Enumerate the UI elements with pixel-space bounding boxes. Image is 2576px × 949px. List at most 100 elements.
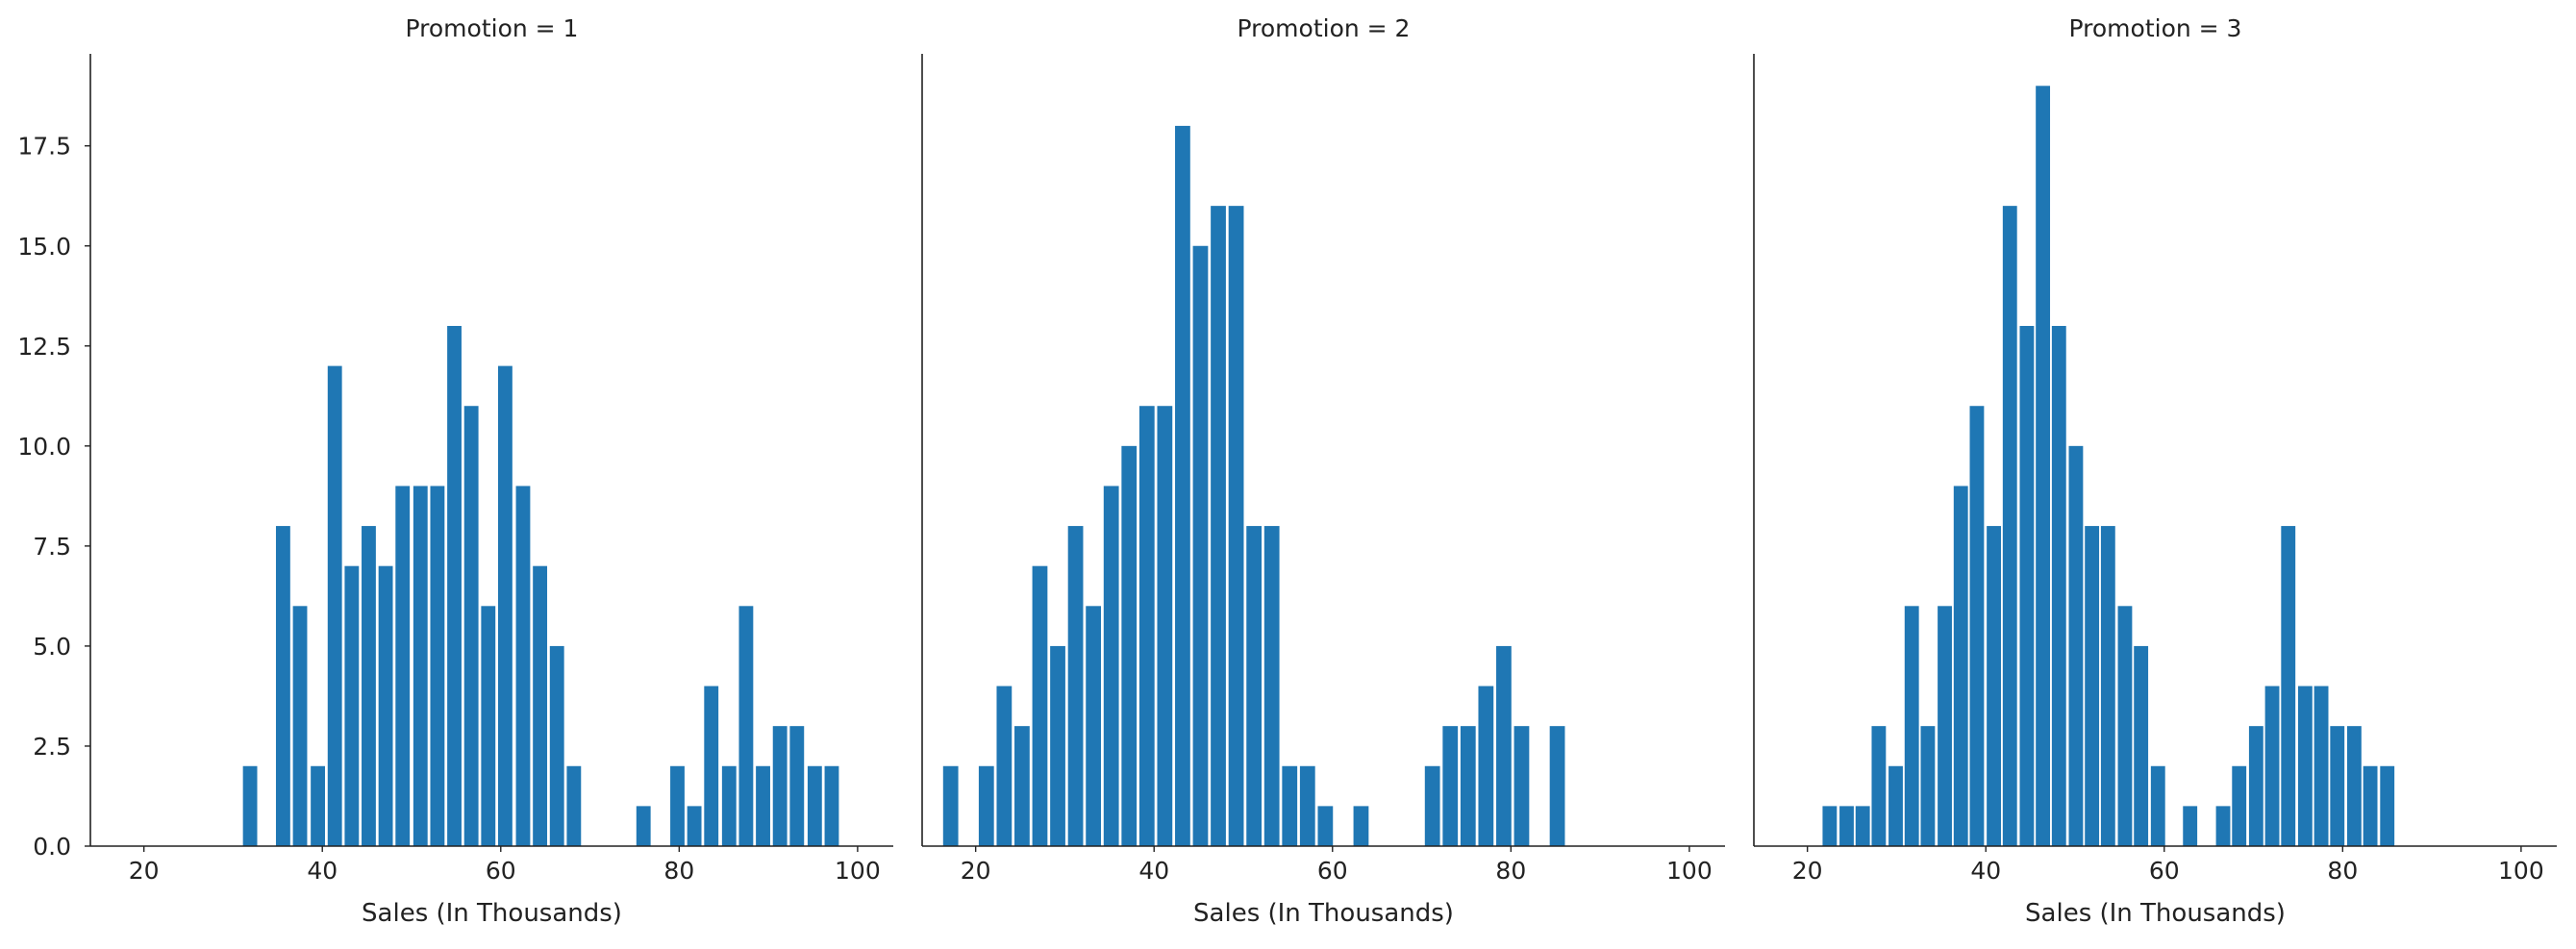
histogram-bar — [2313, 686, 2329, 846]
histogram-bar — [2363, 765, 2378, 846]
y-tick-label: 5.0 — [33, 633, 71, 661]
x-tick-label: 60 — [486, 857, 516, 885]
histogram-bar — [824, 765, 839, 846]
histogram-bar — [1086, 606, 1102, 846]
histogram-bar — [1460, 726, 1476, 846]
x-tick-label: 100 — [2498, 857, 2544, 885]
histogram-bar — [378, 565, 393, 846]
histogram-bar — [1496, 645, 1512, 846]
histogram-bar — [292, 606, 308, 846]
histogram-bar — [463, 406, 479, 846]
histogram-bar — [704, 686, 719, 846]
histogram-bar — [942, 765, 959, 846]
y-tick-label: 0.0 — [33, 833, 71, 861]
histogram-bar — [1246, 526, 1263, 846]
histogram-bar — [2297, 686, 2313, 846]
histogram-bar — [1067, 526, 1084, 846]
histogram-bar — [2051, 325, 2066, 846]
histogram-bar — [1211, 206, 1226, 846]
histogram-bar — [721, 765, 737, 846]
panel-title: Promotion = 1 — [406, 14, 579, 42]
histogram-bar — [1299, 765, 1315, 846]
histogram-bar — [2264, 686, 2280, 846]
y-tick-label: 12.5 — [17, 333, 71, 361]
x-tick-label: 40 — [1970, 857, 2001, 885]
histogram-bar — [1138, 406, 1155, 846]
facet-panel-3: Promotion = 3 20 40 60 80 100 Sales (In Thousa… — [1753, 14, 2557, 928]
panel-title: Promotion = 2 — [1238, 14, 1411, 42]
histogram-bar — [1192, 245, 1209, 846]
histogram-bar — [756, 765, 770, 846]
x-tick-label: 100 — [835, 857, 881, 885]
x-axis-label: Sales (In Thousands) — [2025, 899, 2286, 928]
histogram-bar — [344, 565, 360, 846]
histogram-bar — [549, 645, 564, 846]
histogram-bar — [1839, 806, 1854, 846]
histogram-bar — [738, 606, 754, 846]
histogram-bar — [1478, 686, 1494, 846]
x-tick-label: 20 — [129, 857, 160, 885]
histogram-bar — [1513, 726, 1530, 846]
histogram-bar — [2380, 765, 2395, 846]
y-tick-label: 10.0 — [17, 433, 71, 461]
histogram-bar — [1317, 806, 1334, 846]
histogram-bar — [2215, 806, 2231, 846]
histogram-bar — [789, 726, 805, 846]
histogram-bar — [327, 365, 342, 846]
x-tick-label: 80 — [1495, 857, 1526, 885]
histogram-bar — [2002, 206, 2017, 846]
histogram-bar — [1920, 726, 1936, 846]
y-tick-label: 17.5 — [17, 133, 71, 161]
histogram-bar — [687, 806, 702, 846]
histogram-bar — [275, 526, 290, 846]
histogram-bar — [2134, 645, 2149, 846]
x-tick-label: 60 — [2149, 857, 2180, 885]
histogram-bar — [1353, 806, 1369, 846]
x-tick-label: 20 — [961, 857, 991, 885]
histogram-bar — [2036, 86, 2051, 847]
histogram-bar — [430, 486, 445, 846]
histogram-bar — [1014, 726, 1030, 846]
histogram-bar — [996, 686, 1013, 846]
x-tick-label: 60 — [1317, 857, 1348, 885]
histogram-bar — [1121, 445, 1138, 846]
histogram-bar — [2232, 765, 2247, 846]
histogram-bar — [2117, 606, 2133, 846]
histogram-bar — [2019, 325, 2035, 846]
histogram-bar — [1822, 806, 1838, 846]
x-axis-label: Sales (In Thousands) — [1193, 899, 1454, 928]
histogram-bar — [772, 726, 788, 846]
histogram-bar — [978, 765, 994, 846]
facet-panel-1: Promotion = 1 20 40 60 80 100 Sales (In Thousa… — [17, 14, 893, 928]
x-tick-label: 20 — [1792, 857, 1823, 885]
histogram-bar — [1263, 526, 1280, 846]
histogram-bar — [497, 365, 513, 846]
histogram-bar — [1175, 125, 1190, 846]
histogram-bar — [566, 765, 582, 846]
x-tick-label: 40 — [1138, 857, 1169, 885]
histogram-bar — [1987, 526, 2001, 846]
histogram-bar — [1855, 806, 1870, 846]
histogram-bar — [481, 606, 496, 846]
histogram-bar — [533, 565, 548, 846]
histogram-bar — [1424, 765, 1440, 846]
histogram-bar — [447, 325, 462, 846]
histogram-bar — [1953, 486, 1968, 846]
histogram-bar — [242, 765, 258, 846]
histogram-bar — [1442, 726, 1459, 846]
x-tick-label: 40 — [307, 857, 338, 885]
facet-panel-2: Promotion = 2 20 40 60 80 100 Sales (In Thousa… — [921, 14, 1725, 928]
histogram-bar — [1871, 726, 1887, 846]
histogram-bar — [1050, 645, 1065, 846]
histogram-bar — [1888, 765, 1903, 846]
histogram-bar — [636, 806, 651, 846]
histogram-bar — [2281, 526, 2296, 846]
histogram-bar — [2183, 806, 2198, 846]
histogram-bar — [1938, 606, 1952, 846]
histogram-bar — [362, 526, 376, 846]
histogram-bar — [1549, 726, 1565, 846]
histogram-bar — [1103, 486, 1119, 846]
histogram-bar — [311, 765, 325, 846]
